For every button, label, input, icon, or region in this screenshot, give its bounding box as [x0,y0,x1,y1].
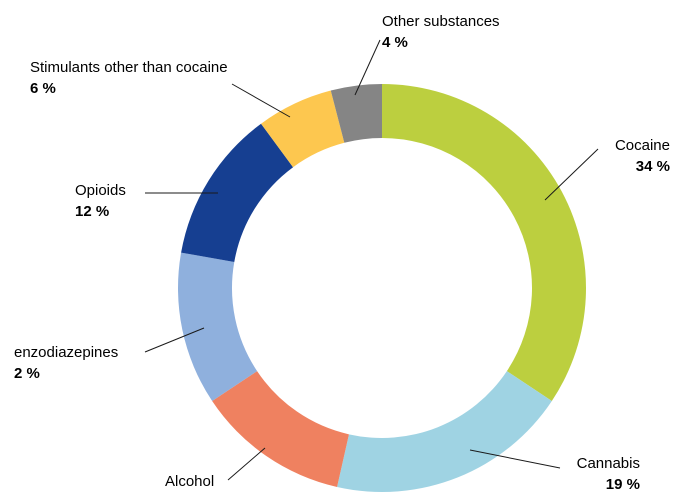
label-alcohol: Alcohol [165,473,214,490]
value-cannabis: 19 % [606,476,640,493]
value-cocaine: 34 % [636,158,670,175]
label-cannabis: Cannabis [577,455,640,472]
leader-line-cannabis [469,449,561,469]
value-enzodiazepines: 2 % [14,365,40,382]
label-other-substances: Other substances [382,13,500,30]
value-other-substances: 4 % [382,34,408,51]
slice-cannabis [337,371,552,492]
label-cocaine: Cocaine [615,137,670,154]
slice-enzodiazepines [177,252,258,401]
leader-line-other-substances [354,39,381,96]
leader-line-enzodiazepines [144,327,205,353]
slice-alcohol [212,371,349,487]
slice-other-substances [330,84,382,143]
label-stimulants-other-than-cocaine: Stimulants other than cocaine [30,59,228,76]
label-opioids: Opioids [75,182,126,199]
slice-cocaine [382,84,587,401]
slice-stimulants-other-than-cocaine [261,90,345,168]
value-opioids: 12 % [75,203,109,220]
slice-opioids [181,123,294,262]
value-stimulants-other-than-cocaine: 6 % [30,80,56,97]
leader-line-alcohol [227,447,266,481]
leader-line-cocaine [544,148,599,201]
leader-line-stimulants-other-than-cocaine [231,83,291,118]
label-enzodiazepines: enzodiazepines [14,344,118,361]
